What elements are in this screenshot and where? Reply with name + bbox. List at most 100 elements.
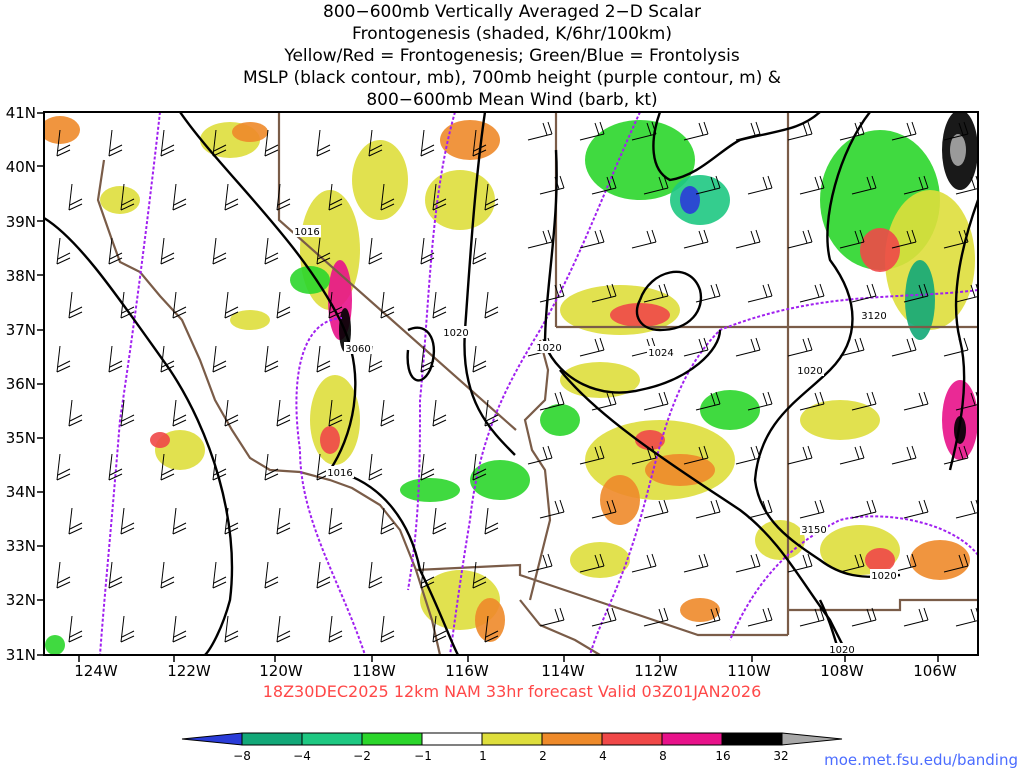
mslp-contour-1024 — [635, 270, 703, 332]
wind-barb — [903, 607, 929, 627]
wind-barb — [695, 283, 721, 303]
wind-barb — [799, 283, 825, 303]
wind-barb — [276, 183, 291, 211]
shading-cell — [45, 635, 65, 655]
wind-barb — [328, 615, 343, 643]
wind-barb — [56, 129, 71, 157]
wind-barb — [368, 237, 383, 265]
colorbar-cell — [361, 732, 423, 746]
wind-barb — [420, 561, 435, 589]
title-line-4: MSLP (black contour, mb), 700mb height (… — [243, 68, 781, 88]
wind-barb — [484, 183, 499, 211]
x-tick-label: 116W — [445, 662, 489, 680]
colorbar-label: −8 — [233, 749, 251, 763]
shading-cell — [44, 116, 80, 144]
wind-barb — [108, 237, 123, 265]
shading-cell — [352, 140, 408, 220]
wind-barb — [539, 607, 565, 627]
height-label-text: 3120 — [861, 311, 886, 322]
wind-barb — [787, 337, 813, 357]
wind-barb — [527, 553, 553, 573]
wind-barb — [787, 229, 813, 249]
wind-barb — [68, 507, 83, 535]
wind-barb — [955, 283, 978, 303]
wind-barb — [695, 391, 721, 411]
height-contour-3150 — [589, 289, 978, 655]
mslp-label: 1020 — [828, 643, 856, 656]
wind-barb — [472, 561, 487, 589]
wind-barb — [683, 337, 709, 357]
mslp-label-text: 1024 — [648, 348, 673, 359]
wind-barb — [903, 175, 929, 195]
colorbar-cell — [661, 732, 723, 746]
wind-barb — [591, 283, 617, 303]
wind-barb — [264, 453, 279, 481]
wind-barb — [160, 237, 175, 265]
wind-barb — [851, 175, 877, 195]
wind-barb — [591, 499, 617, 519]
wind-barb — [643, 391, 669, 411]
colorbar-labels: −8 −4 −2 −1 1 2 4 8 16 32 — [233, 749, 788, 763]
shading-cell — [610, 303, 670, 327]
wind-barb — [539, 499, 565, 519]
shading-cell — [800, 400, 880, 440]
wind-barb — [943, 229, 969, 249]
shading-cell — [680, 186, 700, 214]
wind-barb — [891, 337, 917, 357]
wind-barb — [747, 607, 773, 627]
y-tick-label: 36N — [6, 375, 36, 393]
wind-barb — [224, 507, 239, 535]
wind-barb — [955, 175, 978, 195]
wind-barb — [472, 129, 487, 157]
mslp-label-text: 1020 — [443, 328, 468, 339]
wind-barb — [747, 283, 773, 303]
mslp-contour-1016 — [179, 112, 460, 655]
wind-barb — [420, 237, 435, 265]
political-borders — [96, 112, 978, 655]
wind-barb — [839, 229, 865, 249]
y-axis-labels: 41N 40N 39N 38N 37N 36N 35N 34N 33N 32N … — [6, 104, 36, 664]
mslp-label: 1016 — [293, 225, 321, 238]
wind-barb — [108, 453, 123, 481]
wind-barb — [735, 553, 761, 573]
wind-barb — [368, 129, 383, 157]
contour-labels: 1016 1020 1020 1024 1016 1020 — [293, 225, 898, 656]
wind-barb — [839, 553, 865, 573]
wind-barb — [472, 237, 487, 265]
shading-cell — [600, 475, 640, 525]
wind-barb — [224, 399, 239, 427]
wind-barb — [328, 507, 343, 535]
x-axis-labels: 124W 122W 120W 118W 116W 114W 112W 110W … — [74, 662, 957, 680]
wind-barb — [787, 445, 813, 465]
wind-barb — [224, 291, 239, 319]
height-contour-3060 — [295, 317, 366, 655]
wind-barb — [903, 283, 929, 303]
mslp-label-text: 1020 — [871, 571, 896, 582]
colorbar-cell — [241, 732, 303, 746]
wind-barb — [264, 345, 279, 373]
wind-barb — [420, 453, 435, 481]
wind-barb — [903, 391, 929, 411]
shading-cell — [860, 228, 900, 272]
wind-barb — [839, 445, 865, 465]
shading-cell — [400, 478, 460, 502]
height-contour-3000 — [99, 112, 161, 655]
source-credit: moe.met.fsu.edu/banding — [824, 751, 1018, 768]
colorbar-label: 4 — [599, 749, 607, 763]
colorbar-cell — [481, 732, 543, 746]
wind-barb — [851, 391, 877, 411]
mslp-label-text: 1020 — [797, 366, 822, 377]
wind-barb — [276, 399, 291, 427]
wind-barb — [56, 453, 71, 481]
height-label-text: 3150 — [801, 525, 826, 536]
wind-barb — [643, 175, 669, 195]
y-tick-label: 37N — [6, 321, 36, 339]
x-tick-label: 122W — [167, 662, 211, 680]
wind-barb — [380, 291, 395, 319]
wind-barb — [172, 183, 187, 211]
shading-cell — [232, 122, 268, 142]
mslp-label: 1016 — [326, 466, 354, 479]
colorbar-label: −4 — [293, 749, 311, 763]
wind-barb — [631, 553, 657, 573]
wind-barb — [420, 345, 435, 373]
